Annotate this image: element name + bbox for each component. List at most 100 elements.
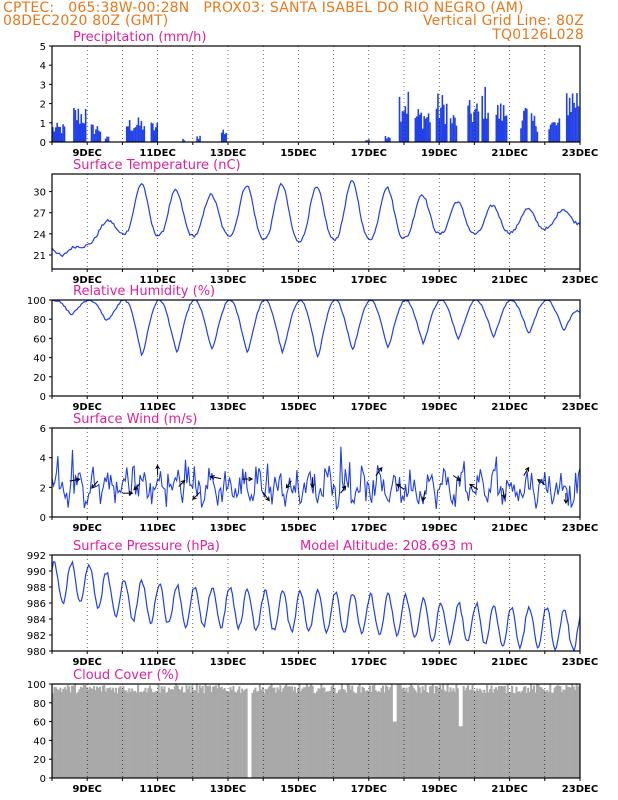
precip-bar xyxy=(495,114,498,142)
cloud-bar xyxy=(181,686,184,778)
precip-bar xyxy=(536,131,539,142)
cloud-bar xyxy=(232,686,235,778)
cloud-bar xyxy=(522,687,525,778)
precip-bar xyxy=(107,136,110,142)
precip-bar xyxy=(474,108,477,142)
cloud-bar xyxy=(360,692,363,778)
precip-bar xyxy=(139,125,141,142)
cloud-bar xyxy=(116,693,119,778)
cloud-bar xyxy=(213,686,216,778)
cloud-bar xyxy=(536,684,539,778)
cloud-bar xyxy=(211,686,214,778)
y-tick-label: 20 xyxy=(33,373,46,384)
cloud-bar xyxy=(263,693,266,778)
cloud-bar xyxy=(401,688,404,778)
cloud-bar xyxy=(299,691,302,778)
cloud-bar xyxy=(236,689,239,778)
cloud-bar xyxy=(97,687,100,778)
cloud-bar xyxy=(59,687,62,778)
precip-bar xyxy=(418,114,421,142)
cloud-bar xyxy=(440,689,443,778)
precip-bar xyxy=(199,135,201,142)
cloud-bar xyxy=(298,684,301,778)
cloud-bar xyxy=(492,692,495,778)
cloud-bar xyxy=(433,693,436,778)
precip-bar xyxy=(498,118,501,142)
precip-bar xyxy=(156,122,159,142)
cloud-bar xyxy=(569,687,572,778)
cloud-bar xyxy=(327,691,330,778)
precip-bar xyxy=(477,111,480,142)
cloud-bar xyxy=(90,688,93,778)
cloud-bar xyxy=(408,686,411,778)
cloud-bar xyxy=(340,684,343,778)
precip-bar xyxy=(504,115,506,142)
precip-bar xyxy=(401,111,404,142)
cloud-bar xyxy=(53,687,56,778)
panel-5-frame xyxy=(51,683,581,779)
cloud-bar xyxy=(552,692,555,778)
cloud-bar xyxy=(396,684,399,778)
precip-bar xyxy=(366,140,369,142)
cloud-bar xyxy=(294,686,297,778)
cloud-bar xyxy=(162,689,165,778)
precip-bar xyxy=(533,115,536,142)
cloud-bar xyxy=(434,685,437,778)
cloud-bar xyxy=(145,692,148,778)
cloud-bar xyxy=(106,688,109,778)
cloud-bar xyxy=(348,685,351,778)
header-line-2-left: 08DEC2020 80Z (GMT) xyxy=(3,13,169,29)
cloud-bar xyxy=(409,684,412,778)
cloud-bar xyxy=(534,692,537,778)
cloud-bar xyxy=(324,692,327,778)
precip-bar xyxy=(152,123,154,142)
cloud-bar xyxy=(544,691,547,778)
precip-bar xyxy=(389,137,391,142)
cloud-bar xyxy=(393,721,396,778)
precip-bar xyxy=(496,105,499,142)
x-tick-label: 9DEC xyxy=(72,523,101,534)
x-tick-label: 17DEC xyxy=(351,275,387,286)
wind-vector-head xyxy=(469,483,474,489)
cloud-bar xyxy=(251,692,254,778)
cloud-bar xyxy=(386,686,389,778)
y-tick-label: 20 xyxy=(33,755,46,766)
cloud-bar xyxy=(387,689,390,778)
panel-0-frame xyxy=(51,45,581,143)
cloud-bar xyxy=(65,689,68,778)
cloud-bar xyxy=(439,685,442,778)
cloud-bar xyxy=(122,686,125,778)
precip-bar xyxy=(451,123,453,142)
cloud-bar xyxy=(206,686,209,778)
x-tick-label: 15DEC xyxy=(280,523,316,534)
y-tick-label: 984 xyxy=(27,615,46,626)
precip-bar xyxy=(501,120,503,142)
precip-bar xyxy=(140,121,143,142)
precip-bar xyxy=(443,104,445,142)
precip-bar xyxy=(532,120,534,142)
wind-vector-head xyxy=(501,494,507,500)
cloud-bar xyxy=(443,690,446,778)
x-tick-label: 17DEC xyxy=(351,148,387,159)
cloud-bar xyxy=(336,692,339,778)
y-tick-label: 2 xyxy=(40,483,46,494)
cloud-bar xyxy=(333,688,336,778)
precip-bar xyxy=(73,107,75,142)
cloud-bar xyxy=(286,686,289,778)
cloud-bar xyxy=(452,688,455,778)
cloud-bar xyxy=(338,690,341,778)
cloud-bar xyxy=(508,692,511,778)
cloud-bar xyxy=(94,690,97,778)
wind-vector xyxy=(210,476,222,480)
x-tick-label: 15DEC xyxy=(280,657,316,668)
cloud-bar xyxy=(477,690,480,778)
cloud-bar xyxy=(464,690,467,778)
y-tick-label: 27 xyxy=(33,209,46,220)
cloud-bar xyxy=(104,691,107,778)
wind-vector-head xyxy=(128,490,134,496)
cloud-bar xyxy=(493,688,496,778)
cloud-bar xyxy=(379,692,382,778)
cloud-bar xyxy=(343,689,346,778)
cloud-bar xyxy=(368,685,371,778)
precip-bar xyxy=(83,123,85,142)
